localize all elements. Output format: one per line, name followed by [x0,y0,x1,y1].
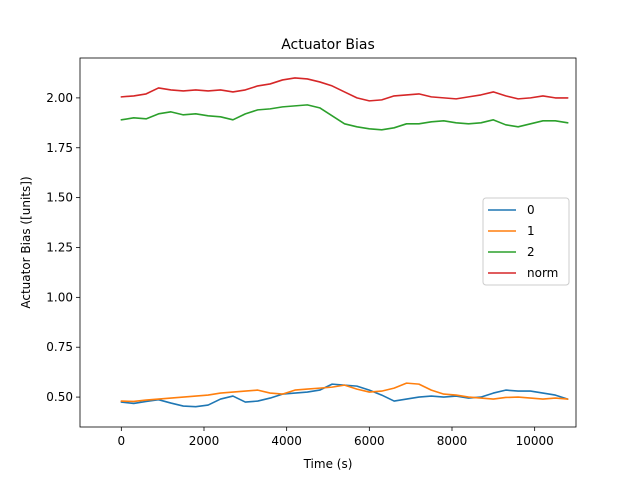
y-axis: 0.50 0.75 1.00 1.25 1.50 1.75 2.00 [46,91,80,404]
series-layer [120,77,569,408]
series-line-2 [120,104,569,131]
legend-label-1: 1 [527,224,535,238]
x-tick-label: 6000 [354,434,385,448]
x-tick-label: 2000 [189,434,220,448]
y-tick-label: 2.00 [46,91,73,105]
y-tick-label: 1.75 [46,141,73,155]
x-axis-label: Time (s) [303,457,353,471]
y-tick-label: 1.50 [46,191,73,205]
x-tick-label: 8000 [437,434,468,448]
series-line-1 [120,382,569,403]
y-axis-label: Actuator Bias ([units]) [19,176,33,308]
x-tick-label: 10000 [516,434,554,448]
legend-box [482,197,570,286]
y-tick-label: 0.75 [46,340,73,354]
series-line-norm [120,77,569,102]
legend-label-2: 2 [527,245,535,259]
x-tick-label: 0 [118,434,126,448]
y-tick-label: 1.00 [46,290,73,304]
y-tick-label: 1.25 [46,240,73,254]
x-tick-label: 4000 [271,434,302,448]
x-axis: 0 2000 4000 6000 8000 10000 [118,427,554,448]
chart-title: Actuator Bias [281,37,375,53]
legend: 0 1 2 norm [482,197,570,286]
y-tick-label: 0.50 [46,390,73,404]
legend-label-0: 0 [527,203,535,217]
plot-frame [79,57,577,428]
legend-label-norm: norm [527,266,558,280]
